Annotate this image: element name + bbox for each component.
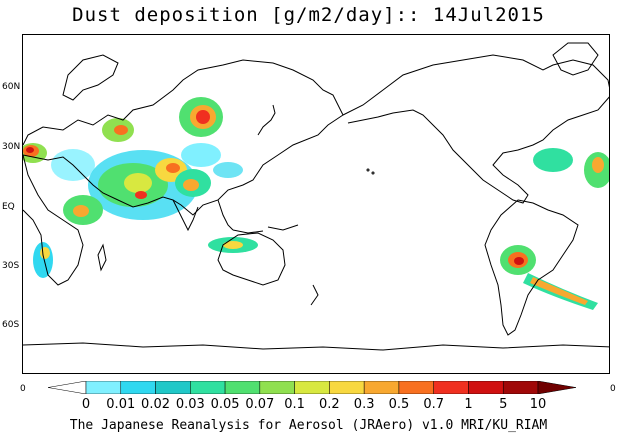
colorbar-tick-label: 0.1: [284, 397, 305, 412]
colorbar-swatch-left: [48, 381, 87, 394]
lat-label-30s: 30S: [2, 261, 20, 271]
colorbar-swatch: [363, 381, 400, 394]
colorbar-tick-label: 0.07: [245, 397, 275, 412]
colorbar-tick-label: 5: [499, 397, 508, 412]
colorbar-tick-label: 0.7: [423, 397, 445, 412]
lat-label-60n: 60N: [2, 82, 21, 92]
dust-fields: [23, 97, 609, 310]
colorbar-edge-right: 0: [610, 384, 616, 394]
lat-label-30n: 30N: [2, 142, 21, 152]
colorbar-swatch: [329, 381, 365, 394]
colorbar-tick-label: 0.05: [210, 397, 240, 412]
lat-label-eq: EQ: [2, 202, 15, 212]
colorbar-swatches: [48, 381, 576, 394]
world-map: [22, 34, 610, 374]
colorbar-tick-label: 0.03: [175, 397, 205, 412]
colorbar-tick-label: 0.02: [141, 397, 171, 412]
colorbar-swatch: [502, 381, 539, 394]
lat-label-60s: 60S: [2, 320, 20, 330]
colorbar-swatch: [224, 381, 261, 394]
colorbar-swatch: [433, 381, 469, 394]
colorbar-swatch: [155, 381, 191, 394]
colorbar-tick-label: 0.2: [319, 397, 340, 412]
colorbar-swatch-right: [537, 381, 576, 394]
colorbar-tick-label: 0: [81, 397, 91, 412]
map-title: Dust deposition [g/m2/day]:: 14Jul2015: [72, 4, 545, 26]
colorbar-tick-label: 0.5: [388, 397, 410, 412]
coastlines: [23, 42, 609, 351]
colorbar-swatch: [120, 381, 156, 394]
colorbar-swatch: [85, 381, 122, 394]
map-canvas: [23, 42, 609, 351]
colorbar-tick-label: 1: [464, 397, 473, 412]
colorbar-swatch: [398, 381, 434, 394]
colorbar-swatch: [190, 381, 226, 394]
footer-credit: The Japanese Reanalysis for Aerosol (JRA…: [69, 418, 548, 433]
colorbar-swatch: [294, 381, 330, 394]
colorbar-edge-left: 0: [20, 384, 26, 394]
colorbar-tick-label: 0.01: [106, 397, 136, 412]
colorbar-swatch: [259, 381, 295, 394]
colorbar: [48, 381, 576, 394]
colorbar-tick-label: 0.3: [353, 397, 375, 412]
colorbar-tick-label: 10: [529, 397, 547, 412]
colorbar-swatch: [468, 381, 504, 394]
